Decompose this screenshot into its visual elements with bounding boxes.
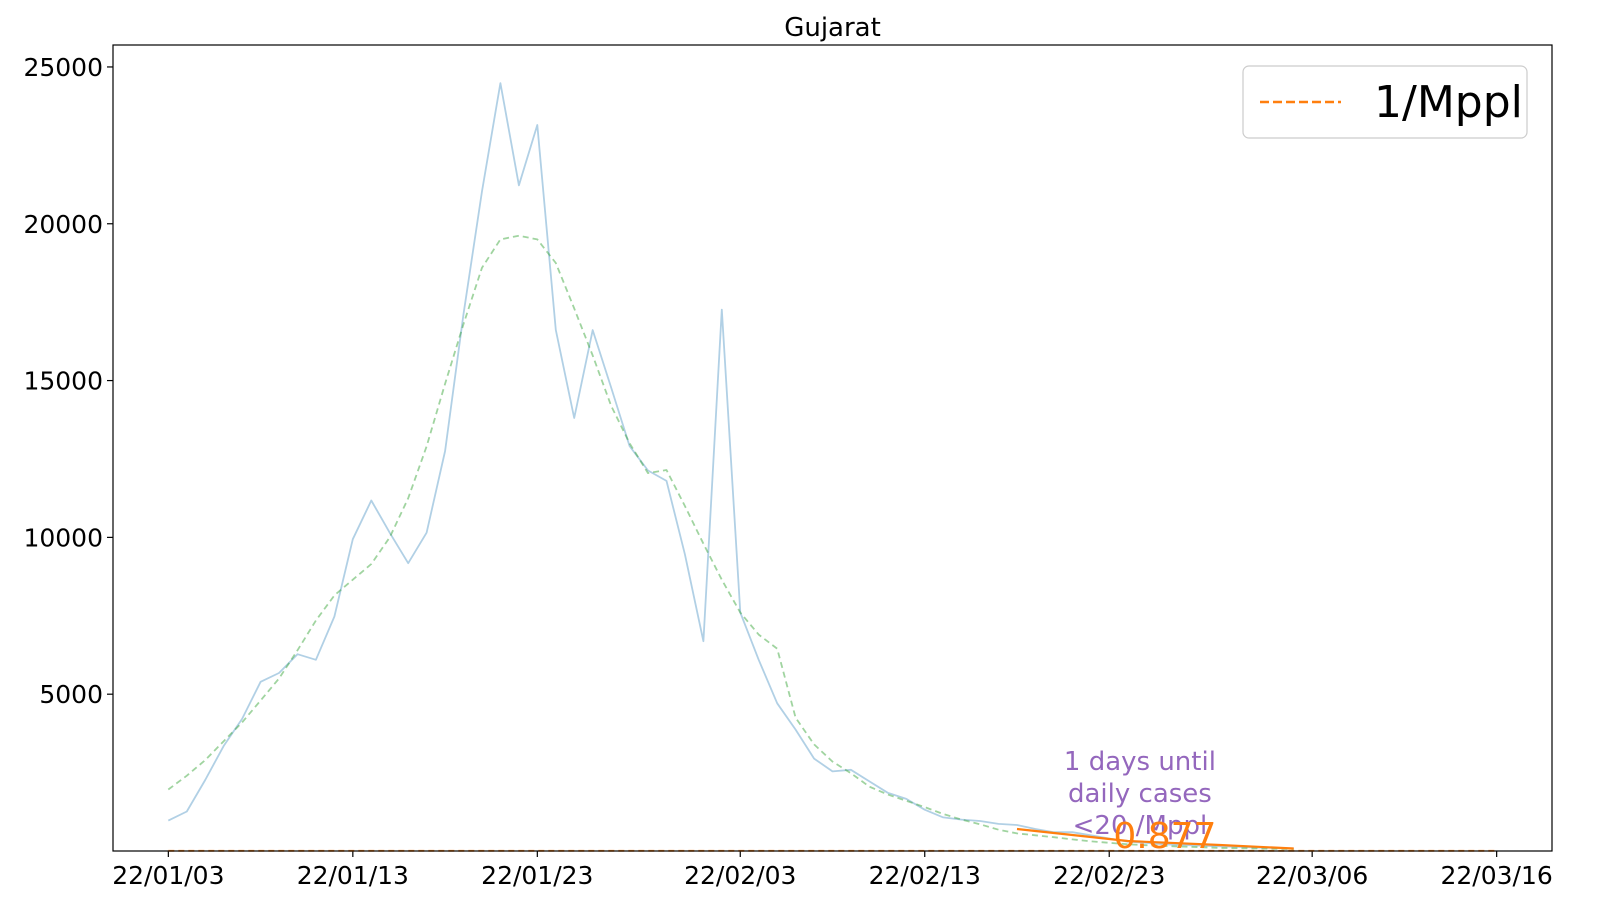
plot-frame <box>112 44 1553 852</box>
countdown-annotation-line: 1 days until <box>1064 747 1216 777</box>
x-tick-label: 22/02/13 <box>869 861 981 890</box>
countdown-annotation-line: daily cases <box>1068 779 1212 809</box>
countdown-annotation-line: <20 /Mppl <box>1073 811 1208 841</box>
x-tick-label: 22/02/03 <box>684 861 796 890</box>
ratio-annotation: 0.877 <box>1113 816 1216 857</box>
smoothed-series-line <box>167 234 1294 850</box>
countdown-annotation: 1 days until daily cases <20 /Mppl <box>1064 747 1216 841</box>
x-tick-label: 22/03/16 <box>1441 861 1553 890</box>
legend-box <box>1242 65 1528 139</box>
y-tick-label: 10000 <box>23 523 103 552</box>
x-tick-label: 22/01/13 <box>297 861 409 890</box>
y-tick-label: 15000 <box>23 367 103 396</box>
legend-label: 1/Mppl <box>1374 77 1523 128</box>
x-axis: 22/01/03 22/01/13 22/01/23 22/02/03 22/02/13… <box>112 851 1553 890</box>
y-tick-label: 20000 <box>23 210 103 239</box>
x-tick-label: 22/02/23 <box>1053 861 1165 890</box>
y-axis: 5000 10000 15000 20000 25000 <box>23 53 113 709</box>
x-tick-label: 22/03/06 <box>1256 861 1368 890</box>
legend: 1/Mppl <box>1242 65 1528 139</box>
projection-series-line <box>1016 827 1294 850</box>
x-tick-label: 22/01/03 <box>112 861 224 890</box>
chart-title: Gujarat <box>784 13 881 43</box>
y-tick-label: 25000 <box>23 53 103 82</box>
x-tick-label: 22/01/23 <box>481 861 593 890</box>
y-tick-label: 5000 <box>39 680 103 709</box>
